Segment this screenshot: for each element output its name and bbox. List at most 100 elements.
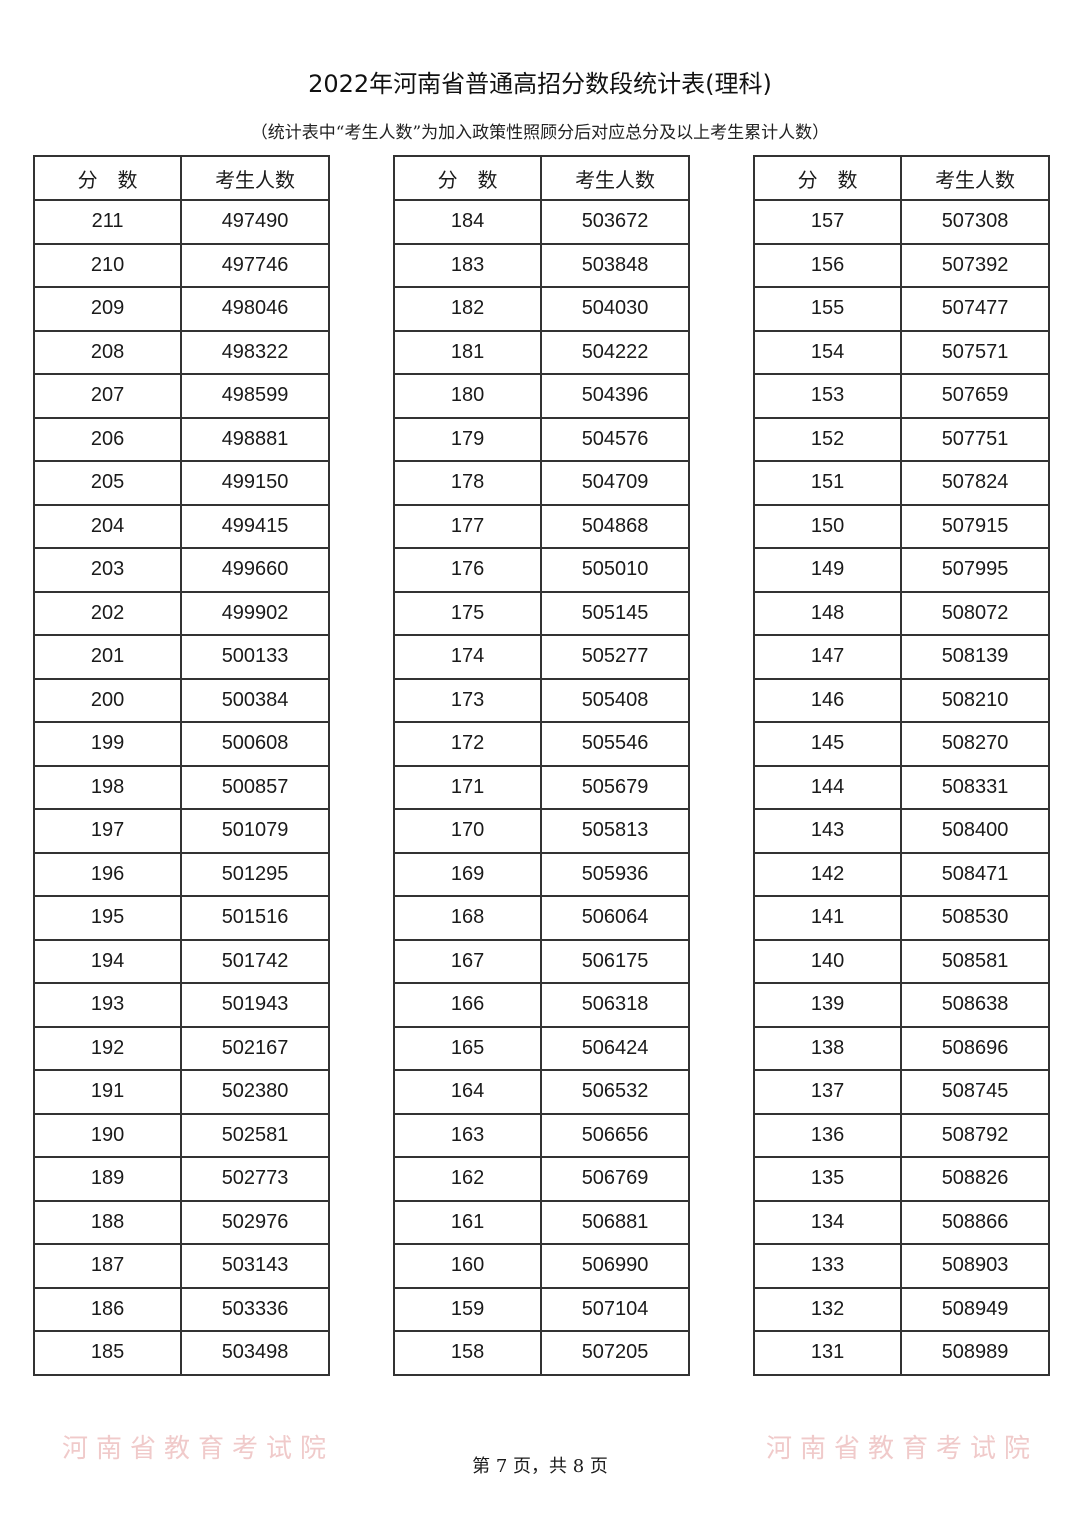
table-row: 204 499415: [32, 503, 330, 549]
score-cell: 141: [752, 895, 903, 941]
score-cell: 201: [32, 634, 183, 680]
count-cell: 508826: [900, 1156, 1050, 1202]
table-row: 181 504222: [392, 329, 690, 375]
count-cell: 505408: [540, 677, 690, 723]
table-row: 206 498881: [32, 416, 330, 462]
count-cell: 506175: [540, 938, 690, 984]
page-title: 2022年河南省普通高招分数段统计表(理科): [308, 70, 772, 98]
count-cell: 499660: [180, 547, 330, 593]
page-subtitle: （统计表中“考生人数”为加入政策性照顾分后对应总分及以上考生累计人数）: [250, 123, 830, 143]
score-cell: 176: [392, 547, 543, 593]
score-cell: 194: [32, 938, 183, 984]
score-table-3: 分 数 考生人数 157 507308 156 507392 155 507477 154 5…: [752, 155, 1050, 1376]
score-cell: 137: [752, 1069, 903, 1115]
table-row: 132 508949: [752, 1286, 1050, 1332]
table-row: 140 508581: [752, 938, 1050, 984]
table-row: 172 505546: [392, 721, 690, 767]
watermark-text: 河南省教育考试院: [62, 1434, 335, 1464]
page-number: 第 7 页，共 8 页: [472, 1456, 608, 1477]
count-cell: 502380: [180, 1069, 330, 1115]
count-cell: 508331: [900, 764, 1050, 810]
count-cell: 502581: [180, 1112, 330, 1158]
count-cell: 499415: [180, 503, 330, 549]
count-cell: 506318: [540, 982, 690, 1028]
count-cell: 507308: [900, 199, 1050, 245]
count-cell: 508530: [900, 895, 1050, 941]
table-row: 146 508210: [752, 677, 1050, 723]
score-cell: 131: [752, 1330, 903, 1376]
count-cell: 504576: [540, 416, 690, 462]
table-row: 199 500608: [32, 721, 330, 767]
count-cell: 506532: [540, 1069, 690, 1115]
score-cell: 190: [32, 1112, 183, 1158]
count-cell: 506424: [540, 1025, 690, 1071]
score-cell: 175: [392, 590, 543, 636]
table-row: 156 507392: [752, 242, 1050, 288]
table-row: 176 505010: [392, 547, 690, 593]
score-cell: 167: [392, 938, 543, 984]
table-row: 182 504030: [392, 286, 690, 332]
table-row: 167 506175: [392, 938, 690, 984]
score-cell: 186: [32, 1286, 183, 1332]
count-cell: 504709: [540, 460, 690, 506]
table-row: 208 498322: [32, 329, 330, 375]
table-row: 203 499660: [32, 547, 330, 593]
score-cell: 136: [752, 1112, 903, 1158]
table-row: 138 508696: [752, 1025, 1050, 1071]
score-cell: 183: [392, 242, 543, 288]
table-row: 196 501295: [32, 851, 330, 897]
table-row: 205 499150: [32, 460, 330, 506]
count-cell: 505813: [540, 808, 690, 854]
table-row: 202 499902: [32, 590, 330, 636]
table-row: 159 507104: [392, 1286, 690, 1332]
table-row: 180 504396: [392, 373, 690, 419]
count-cell: 497490: [180, 199, 330, 245]
score-cell: 149: [752, 547, 903, 593]
score-cell: 179: [392, 416, 543, 462]
count-cell: 508903: [900, 1243, 1050, 1289]
score-cell: 199: [32, 721, 183, 767]
table-row: 186 503336: [32, 1286, 330, 1332]
score-cell: 206: [32, 416, 183, 462]
count-cell: 505010: [540, 547, 690, 593]
score-cell: 160: [392, 1243, 543, 1289]
table-row: 134 508866: [752, 1199, 1050, 1245]
table-row: 133 508903: [752, 1243, 1050, 1289]
score-cell: 153: [752, 373, 903, 419]
count-cell: 501742: [180, 938, 330, 984]
count-cell: 506769: [540, 1156, 690, 1202]
count-cell: 508792: [900, 1112, 1050, 1158]
score-cell: 209: [32, 286, 183, 332]
table-row: 173 505408: [392, 677, 690, 723]
table-row: 165 506424: [392, 1025, 690, 1071]
count-cell: 507915: [900, 503, 1050, 549]
count-cell: 503143: [180, 1243, 330, 1289]
table-row: 155 507477: [752, 286, 1050, 332]
count-cell: 508949: [900, 1286, 1050, 1332]
score-cell: 195: [32, 895, 183, 941]
score-cell: 188: [32, 1199, 183, 1245]
table-row: 162 506769: [392, 1156, 690, 1202]
count-cell: 500857: [180, 764, 330, 810]
count-cell: 508072: [900, 590, 1050, 636]
count-cell: 499902: [180, 590, 330, 636]
score-cell: 142: [752, 851, 903, 897]
count-cell: 508270: [900, 721, 1050, 767]
table-row: 135 508826: [752, 1156, 1050, 1202]
count-cell: 508866: [900, 1199, 1050, 1245]
score-cell: 171: [392, 764, 543, 810]
table-row: 211 497490: [32, 199, 330, 245]
score-cell: 144: [752, 764, 903, 810]
count-cell: 507205: [540, 1330, 690, 1376]
table-row: 188 502976: [32, 1199, 330, 1245]
score-cell: 207: [32, 373, 183, 419]
table-row: 190 502581: [32, 1112, 330, 1158]
table-row: 200 500384: [32, 677, 330, 723]
score-cell: 140: [752, 938, 903, 984]
score-cell: 135: [752, 1156, 903, 1202]
score-table-1: 分 数 考生人数 211 497490 210 497746 209 498046 208 4…: [32, 155, 330, 1376]
score-cell: 148: [752, 590, 903, 636]
table-row: 201 500133: [32, 634, 330, 680]
score-cell: 196: [32, 851, 183, 897]
score-cell: 146: [752, 677, 903, 723]
